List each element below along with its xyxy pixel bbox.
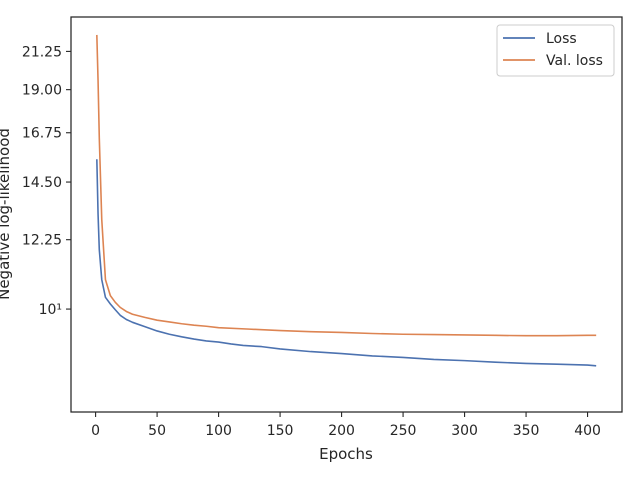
- x-tick-label: 250: [390, 423, 417, 439]
- x-tick-label: 0: [91, 423, 100, 439]
- plot-frame: [70, 16, 623, 413]
- y-tick-label: 16.75: [22, 126, 62, 142]
- y-tick-label: 21.25: [22, 44, 62, 60]
- y-axis-title: Negative log-likelihood: [0, 128, 13, 300]
- series-line-loss: [96, 159, 597, 367]
- x-tick-label: 400: [574, 423, 601, 439]
- y-tick-label: 12.25: [22, 233, 62, 249]
- x-tick-label: 150: [267, 423, 294, 439]
- x-tick-label: 50: [148, 423, 166, 439]
- series-layer: [96, 34, 597, 367]
- x-tick-label: 300: [451, 423, 478, 439]
- y-axis: 10¹ 12.25 14.50 16.75 19.00 21.25: [22, 44, 71, 318]
- x-tick-label: 100: [205, 423, 232, 439]
- legend-label: Loss: [546, 31, 577, 47]
- y-tick-label: 19.00: [22, 83, 62, 99]
- series-line-val-loss: [96, 34, 597, 337]
- plot-background: [71, 17, 622, 412]
- x-tick-label: 200: [328, 423, 355, 439]
- x-tick-label: 350: [513, 423, 540, 439]
- x-axis-title: Epochs: [319, 445, 373, 463]
- legend-label: Val. loss: [546, 53, 603, 69]
- y-tick-label: 10¹: [39, 302, 62, 318]
- legend: Loss Val. loss: [496, 24, 615, 77]
- x-axis: 0 50 100 150 200 250 300 350 400: [91, 412, 601, 439]
- y-tick-label: 14.50: [22, 175, 62, 191]
